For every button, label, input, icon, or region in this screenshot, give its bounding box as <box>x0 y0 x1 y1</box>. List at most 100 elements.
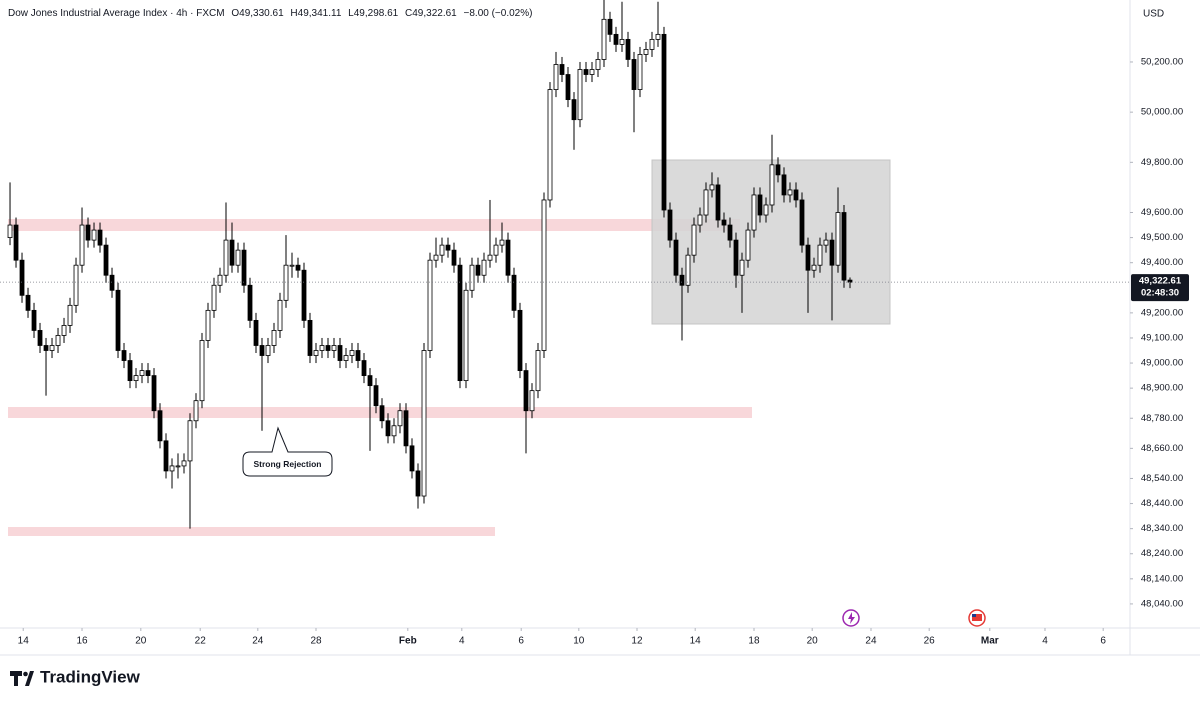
candle-body <box>115 289 121 351</box>
candle-body <box>805 244 811 271</box>
y-tick-label: 48,240.00 <box>1141 548 1183 559</box>
brand-logo[interactable] <box>10 671 34 686</box>
candle-body <box>769 164 775 206</box>
candle-body <box>7 224 13 239</box>
candle-body <box>79 224 85 266</box>
candle-body <box>547 89 553 201</box>
candle-body <box>241 249 247 286</box>
candle-body <box>703 189 709 216</box>
candle-body <box>385 420 391 437</box>
brand-name[interactable]: TradingView <box>40 667 141 686</box>
candle-body <box>361 360 367 376</box>
candle-body <box>265 345 271 356</box>
candle-body <box>301 269 307 321</box>
candle-body <box>643 49 649 55</box>
candle-body <box>253 319 259 346</box>
x-tick-label: 14 <box>18 636 30 647</box>
candle-body <box>289 264 295 267</box>
candles <box>7 0 853 529</box>
x-tick-label: 4 <box>459 636 465 647</box>
candle-body <box>433 254 439 261</box>
x-tick-label: 18 <box>748 636 760 647</box>
y-tick-label: 49,800.00 <box>1141 157 1183 168</box>
candle-body <box>103 244 109 276</box>
candle-body <box>793 189 799 201</box>
brand-logo-dot <box>23 671 28 677</box>
candle-body <box>721 219 727 226</box>
last-price-box <box>1131 274 1189 302</box>
candle-body <box>499 239 505 246</box>
candle-body <box>775 164 781 176</box>
candle-body <box>145 370 151 376</box>
candle-body <box>835 212 841 266</box>
candle-body <box>841 212 847 281</box>
candle-body <box>331 345 337 351</box>
candle-body <box>565 74 571 101</box>
candle-body <box>169 465 175 472</box>
x-tick-label: Feb <box>399 636 417 647</box>
candle-body <box>559 64 565 75</box>
candle-body <box>451 249 457 266</box>
candle-body <box>13 224 19 261</box>
candle-body <box>655 33 661 40</box>
x-tick-label: 20 <box>135 636 147 647</box>
candle-body <box>421 350 427 497</box>
annotation-callout <box>242 426 333 477</box>
candle-body <box>283 264 289 301</box>
candle-body <box>49 345 55 351</box>
x-tick-label: 24 <box>252 636 264 647</box>
candle-body <box>751 194 757 231</box>
candle-body <box>601 18 607 60</box>
candle-body <box>829 239 835 266</box>
candle-body <box>223 239 229 276</box>
header-change: −8.00 (−0.02%) <box>464 8 533 19</box>
candle-body <box>349 350 355 356</box>
candle-body <box>517 309 523 371</box>
candle-body <box>313 350 319 356</box>
candle-body <box>427 259 433 351</box>
candle-body <box>61 325 67 336</box>
x-tick-label: 16 <box>76 636 88 647</box>
candle-body <box>325 345 331 351</box>
y-tick-label: 48,340.00 <box>1141 523 1183 534</box>
candle-body <box>661 33 667 211</box>
candle-body <box>205 309 211 341</box>
candle-body <box>715 184 721 221</box>
candle-body <box>397 410 403 427</box>
resistance-zone <box>8 219 740 231</box>
y-tick-label: 49,400.00 <box>1141 257 1183 268</box>
candle-body <box>823 239 829 246</box>
candle-body <box>667 209 673 241</box>
candle-body <box>415 470 421 497</box>
header-low: L49,298.61 <box>348 8 398 19</box>
candle-body <box>799 199 805 246</box>
candle-body <box>151 375 157 412</box>
candle-body <box>199 340 205 402</box>
header-open: O49,330.61 <box>231 8 284 19</box>
x-tick-label: 28 <box>310 636 322 647</box>
event-icon-glyph <box>848 612 855 624</box>
candle-body <box>73 264 79 306</box>
candle-body <box>619 38 625 45</box>
candle-body <box>403 410 409 447</box>
candle-body <box>187 420 193 462</box>
candle-body <box>97 229 103 246</box>
candle-body <box>529 390 535 412</box>
candle-body <box>133 375 139 382</box>
candle-body <box>613 33 619 45</box>
y-tick-label: 49,000.00 <box>1141 358 1183 369</box>
x-tick-label: Mar <box>981 636 999 647</box>
x-tick-label: 22 <box>195 636 207 647</box>
candle-body <box>55 335 61 346</box>
flag-glyph <box>972 614 982 621</box>
candle-body <box>67 304 73 326</box>
candle-body <box>31 309 37 331</box>
candle-body <box>271 330 277 346</box>
candle-body <box>85 224 91 241</box>
candle-body <box>19 259 25 296</box>
candle-body <box>583 69 589 75</box>
candle-body <box>811 264 817 271</box>
annotation-text: Strong Rejection <box>253 459 321 469</box>
candle-body <box>247 284 253 321</box>
y-tick-label: 50,200.00 <box>1141 56 1183 67</box>
